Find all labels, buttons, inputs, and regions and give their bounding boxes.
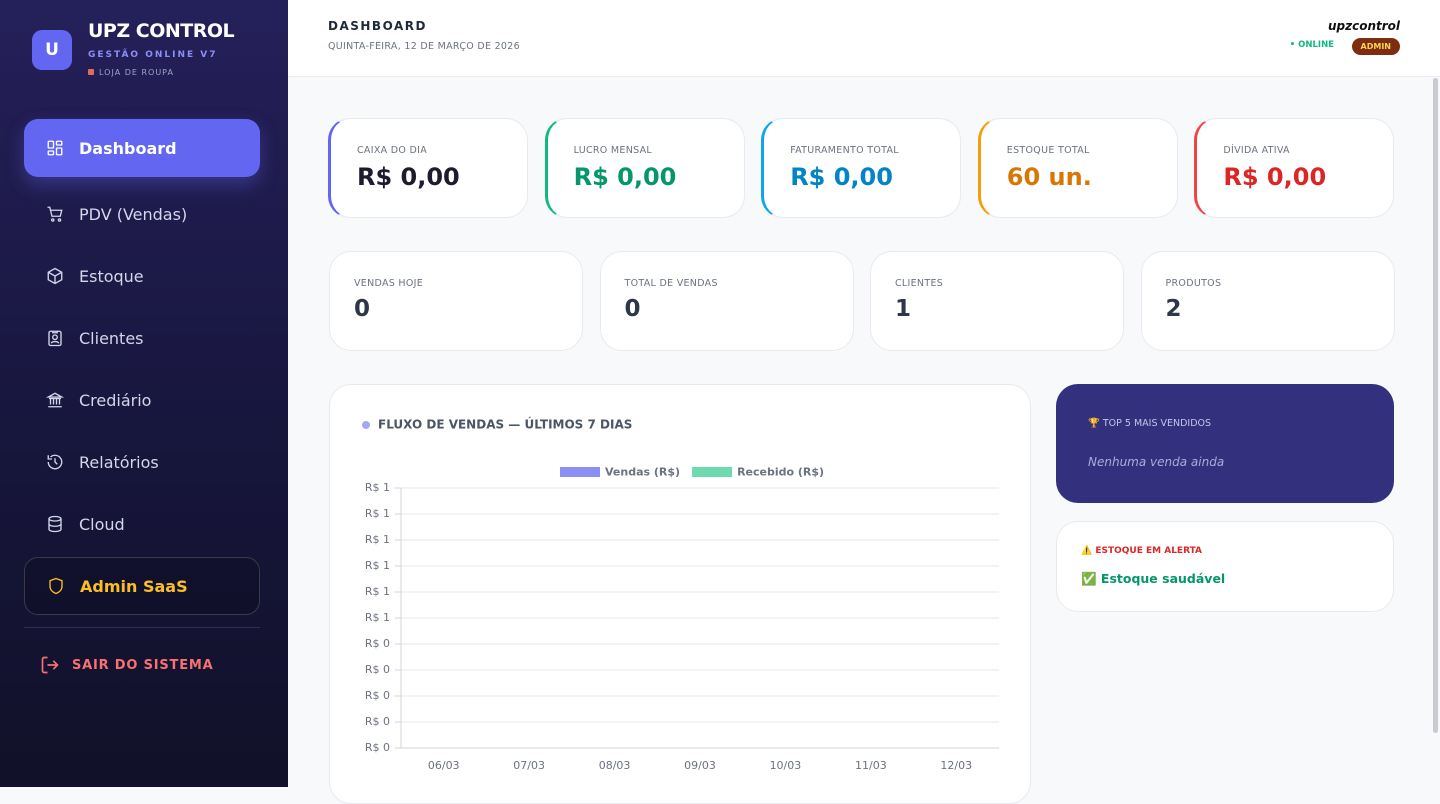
stat-value: 1: [895, 296, 912, 322]
stat-label: VENDAS HOJE: [354, 278, 424, 289]
stat-card: CLIENTES 1: [870, 251, 1124, 351]
kpi-label: CAIXA DO DIA: [357, 145, 427, 156]
y-tick-label: R$ 0: [365, 637, 390, 650]
chart: FLUXO DE VENDAS — ÚLTIMOS 7 DIAS Vendas …: [362, 417, 999, 772]
title-dot: [362, 421, 370, 429]
stat-label: PRODUTOS: [1165, 278, 1222, 289]
top-products-card: 🏆 TOP 5 MAIS VENDIDOS Nenhuma venda aind…: [1056, 384, 1394, 503]
page: U UPZ CONTROL GESTÃO ONLINE V7 LOJA DE R…: [0, 0, 1440, 787]
x-tick-label: 08/03: [599, 759, 631, 772]
stat-label: TOTAL DE VENDAS: [624, 278, 718, 289]
nav-item[interactable]: Estoque: [24, 247, 260, 305]
sidebar: U UPZ CONTROL GESTÃO ONLINE V7 LOJA DE R…: [0, 0, 288, 787]
kpi-value: 60 un.: [1006, 163, 1092, 191]
y-tick-label: R$ 1: [365, 481, 390, 494]
y-tick-label: R$ 0: [365, 715, 390, 728]
stat-value: 2: [1165, 296, 1182, 322]
role-badge: ADMIN: [1351, 38, 1400, 55]
online-status: • ONLINE: [1289, 40, 1334, 50]
legend-swatch: [560, 467, 600, 477]
nav-label: Relatórios: [79, 452, 159, 472]
logout-label: SAIR DO SISTEMA: [72, 657, 214, 673]
kpi-value: R$ 0,00: [573, 163, 677, 191]
logout-button[interactable]: SAIR DO SISTEMA: [40, 655, 213, 675]
nav-label: Admin SaaS: [80, 576, 188, 596]
nav-item[interactable]: Dashboard: [24, 119, 260, 177]
nav-label: PDV (Vendas): [79, 204, 188, 224]
nav-item[interactable]: Crediário: [24, 371, 260, 429]
x-tick-label: 06/03: [428, 759, 460, 772]
logo: U: [32, 30, 72, 70]
chart-card: FLUXO DE VENDAS — ÚLTIMOS 7 DIAS Vendas …: [329, 384, 1031, 804]
x-tick-label: 09/03: [684, 759, 716, 772]
y-tick-label: R$ 1: [365, 533, 390, 546]
nav-item[interactable]: Cloud: [24, 495, 260, 553]
kpi-label: ESTOQUE TOTAL: [1006, 145, 1090, 156]
nav-item[interactable]: Clientes: [24, 309, 260, 367]
kpi-label: FATURAMENTO TOTAL: [790, 145, 899, 156]
legend-label: Recebido (R$): [737, 466, 824, 479]
top-products-title: 🏆 TOP 5 MAIS VENDIDOS: [1088, 418, 1212, 429]
y-tick-label: R$ 1: [365, 559, 390, 572]
stock-alert-status: ✅ Estoque saudável: [1081, 571, 1226, 586]
nav-item[interactable]: PDV (Vendas): [24, 185, 260, 243]
separator: [24, 627, 260, 628]
kpi-card: DÍVIDA ATIVA R$ 0,00: [1194, 118, 1395, 218]
kpi-label: LUCRO MENSAL: [573, 145, 653, 156]
nav-label: Crediário: [79, 390, 152, 410]
stock-alert-card: ⚠️ ESTOQUE EM ALERTA ✅ Estoque saudável: [1056, 521, 1394, 612]
user-name: upzcontrol: [1327, 19, 1400, 33]
x-tick-label: 10/03: [770, 759, 802, 772]
y-tick-label: R$ 1: [365, 611, 390, 624]
page-date: QUINTA-FEIRA, 12 DE MARÇO DE 2026: [328, 41, 520, 52]
x-tick-label: 11/03: [855, 759, 887, 772]
stock-alert-title: ⚠️ ESTOQUE EM ALERTA: [1081, 546, 1203, 556]
stat-value: 0: [354, 296, 371, 322]
kpi-card: LUCRO MENSAL R$ 0,00: [544, 118, 745, 218]
store-name: LOJA DE ROUPA: [88, 68, 174, 77]
nav-label: Estoque: [79, 266, 144, 286]
stat-value: 0: [624, 296, 641, 322]
x-tick-label: 07/03: [513, 759, 545, 772]
kpi-value: R$ 0,00: [357, 163, 460, 191]
nav-label: Dashboard: [79, 138, 177, 158]
header: DASHBOARD QUINTA-FEIRA, 12 DE MARÇO DE 2…: [288, 0, 1440, 77]
kpi-card: CAIXA DO DIA R$ 0,00: [328, 118, 528, 218]
chart-title: FLUXO DE VENDAS — ÚLTIMOS 7 DIAS: [378, 417, 632, 432]
nav-item[interactable]: Relatórios: [24, 433, 260, 491]
x-tick-label: 12/03: [940, 759, 972, 772]
kpi-card: FATURAMENTO TOTAL R$ 0,00: [761, 118, 962, 218]
brand-subtitle: GESTÃO ONLINE V7: [88, 50, 218, 60]
stat-card: PRODUTOS 2: [1140, 251, 1395, 351]
legend-label: Vendas (R$): [605, 466, 680, 479]
y-tick-label: R$ 0: [365, 663, 390, 676]
page-title: DASHBOARD: [328, 19, 427, 33]
y-tick-label: R$ 1: [365, 585, 390, 598]
y-tick-label: R$ 1: [365, 507, 390, 520]
stat-label: CLIENTES: [895, 278, 944, 289]
kpi-label: DÍVIDA ATIVA: [1223, 145, 1290, 156]
top-products-empty: Nenhuma venda ainda: [1088, 455, 1225, 469]
stat-card: VENDAS HOJE 0: [329, 251, 583, 351]
scrollbar[interactable]: [1433, 78, 1438, 733]
nav-item-admin[interactable]: Admin SaaS: [24, 557, 260, 615]
y-tick-label: R$ 0: [365, 741, 390, 754]
nav-label: Cloud: [79, 514, 125, 534]
brand: UPZ CONTROL: [88, 20, 235, 42]
nav-label: Clientes: [79, 328, 144, 348]
kpi-value: R$ 0,00: [790, 163, 893, 191]
y-tick-label: R$ 0: [365, 689, 390, 702]
kpi-card: ESTOQUE TOTAL 60 un.: [977, 118, 1178, 218]
stat-card: TOTAL DE VENDAS 0: [599, 251, 854, 351]
legend-swatch: [692, 467, 733, 477]
kpi-value: R$ 0,00: [1223, 163, 1327, 191]
